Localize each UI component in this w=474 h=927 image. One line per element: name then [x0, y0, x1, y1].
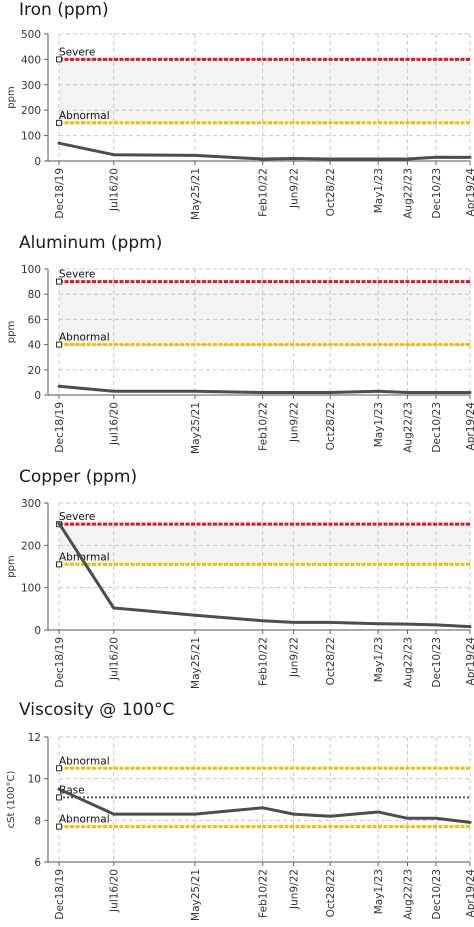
y-tick-label: 6: [34, 857, 41, 869]
chart-plot: 0 20 40 60 80 100 Dec18/19 Jul16/20 May25/21 Feb1…: [6, 264, 474, 454]
x-tick-label: Dec18/19: [54, 637, 66, 688]
reference-marker: [56, 561, 62, 568]
x-tick-label: Apr19/24: [465, 637, 474, 686]
chart-title: Copper (ppm): [19, 467, 138, 487]
reference-marker: [56, 823, 62, 830]
y-tick-label: 100: [21, 264, 41, 276]
x-tick-label: May25/21: [190, 402, 202, 454]
x-tick-label: Jun9/22: [289, 402, 301, 443]
x-tick-label: Feb10/22: [258, 637, 270, 686]
reference-label: Abnormal: [59, 110, 110, 122]
warning-band: [59, 524, 470, 565]
reference-label: Abnormal: [59, 551, 110, 563]
reference-label: Severe: [59, 511, 95, 523]
x-tick-label: May25/21: [190, 168, 202, 220]
reference-label: Abnormal: [59, 814, 110, 826]
chart-title: Iron (ppm): [19, 0, 109, 20]
reference-marker: [56, 341, 62, 348]
y-tick-label: 0: [34, 156, 41, 168]
x-tick-label: Feb10/22: [258, 168, 270, 217]
y-tick-label: 0: [34, 625, 41, 637]
x-tick-label: Apr19/24: [465, 869, 474, 918]
x-tick-label: Oct28/22: [325, 168, 337, 216]
y-tick-label: 400: [21, 54, 41, 66]
x-tick-label: Dec10/23: [431, 402, 443, 453]
y-tick-label: 200: [21, 105, 41, 117]
x-tick-label: Jul16/20: [109, 869, 121, 913]
y-tick-label: 12: [28, 732, 41, 744]
x-tick-label: Aug22/23: [402, 869, 414, 920]
x-tick-label: May25/21: [190, 637, 202, 689]
y-tick-label: 500: [21, 29, 41, 41]
reference-marker: [56, 119, 62, 126]
y-tick-label: 100: [21, 131, 41, 143]
reference-label: Severe: [59, 46, 95, 58]
reference-marker: [56, 765, 62, 772]
x-tick-label: Jul16/20: [109, 637, 121, 681]
x-tick-label: Dec10/23: [431, 869, 443, 920]
y-tick-label: 80: [28, 289, 41, 301]
reference-label: Abnormal: [59, 332, 110, 344]
series-line: [57, 141, 472, 161]
chart-title: Viscosity @ 100°C: [19, 700, 175, 720]
x-tick-label: Aug22/23: [402, 168, 414, 219]
chart-plot: 6 8 10 12 Dec18/19 Jul16/20 May25/21 Feb10/22 Ju…: [6, 732, 474, 921]
x-tick-label: Feb10/22: [258, 869, 270, 918]
y-tick-label: 300: [21, 498, 41, 510]
x-tick-label: Aug22/23: [402, 402, 414, 453]
x-tick-label: Oct28/22: [325, 869, 337, 917]
reference-label: Severe: [59, 269, 95, 281]
warning-band: [59, 59, 470, 123]
chart-title: Aluminum (ppm): [19, 233, 163, 253]
y-tick-label: 8: [34, 815, 41, 827]
x-tick-label: Apr19/24: [465, 168, 474, 217]
y-tick-label: 60: [28, 314, 41, 326]
x-tick-label: May1/23: [373, 402, 385, 447]
x-tick-label: Dec18/19: [54, 869, 66, 920]
x-tick-label: Jul16/20: [109, 402, 121, 446]
y-tick-label: 100: [21, 583, 41, 595]
warning-band: [59, 281, 470, 345]
y-tick-label: 40: [28, 340, 41, 352]
reference-label: Abnormal: [59, 755, 110, 767]
y-axis-label: ppm: [6, 86, 17, 108]
x-tick-label: Oct28/22: [325, 402, 337, 450]
x-tick-label: Dec18/19: [54, 168, 66, 219]
x-tick-label: Aug22/23: [402, 637, 414, 688]
x-tick-label: Jun9/22: [289, 168, 301, 209]
x-tick-label: May1/23: [373, 168, 385, 213]
x-tick-label: Dec10/23: [431, 637, 443, 688]
x-tick-label: Feb10/22: [258, 402, 270, 451]
x-tick-label: Jun9/22: [289, 869, 301, 910]
y-tick-label: 10: [28, 774, 41, 786]
reference-marker: [56, 278, 62, 285]
y-axis-label: ppm: [6, 555, 17, 577]
x-tick-label: Oct28/22: [325, 637, 337, 685]
reference-marker: [56, 56, 62, 63]
y-tick-label: 20: [28, 365, 41, 377]
x-tick-label: Jul16/20: [109, 168, 121, 212]
x-tick-label: Jun9/22: [289, 637, 301, 678]
x-tick-label: Dec18/19: [54, 402, 66, 453]
y-tick-label: 0: [34, 390, 41, 402]
y-axis-label: ppm: [6, 321, 17, 343]
reference-marker: [56, 794, 62, 801]
x-tick-label: May1/23: [373, 869, 385, 914]
chart-plot: 0 100 200 300 400 500 Dec18/19 Jul16/20 May25/21…: [6, 29, 474, 220]
series-line: [57, 384, 472, 394]
chart-plot: 0 100 200 300 Dec18/19 Jul16/20 May25/21 Feb10/…: [6, 498, 474, 689]
y-tick-label: 200: [21, 540, 41, 552]
x-tick-label: Apr19/24: [465, 402, 474, 451]
y-axis-label: cSt (100°C): [6, 770, 17, 828]
series-line: [57, 787, 472, 824]
x-tick-label: Dec10/23: [431, 168, 443, 219]
y-tick-label: 300: [21, 80, 41, 92]
series-line: [57, 521, 472, 629]
x-tick-label: May1/23: [373, 637, 385, 682]
x-tick-label: May25/21: [190, 869, 202, 921]
